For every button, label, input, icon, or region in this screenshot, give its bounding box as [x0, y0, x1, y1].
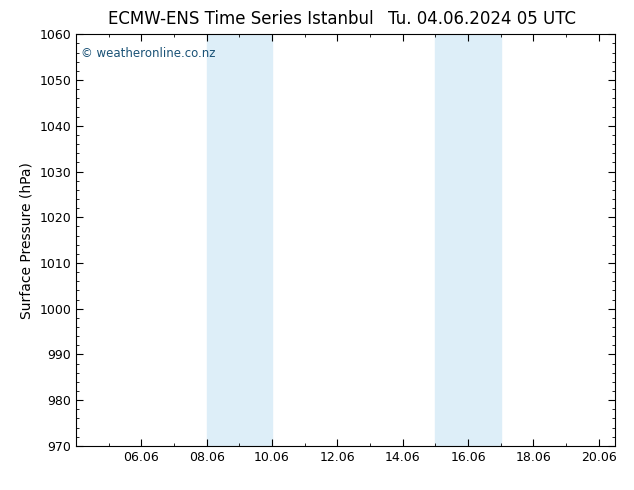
Text: ECMW-ENS Time Series Istanbul: ECMW-ENS Time Series Istanbul: [108, 10, 373, 28]
Y-axis label: Surface Pressure (hPa): Surface Pressure (hPa): [20, 162, 34, 318]
Text: © weatheronline.co.nz: © weatheronline.co.nz: [81, 47, 216, 60]
Bar: [207, 34, 272, 446]
Bar: [436, 34, 501, 446]
Text: Tu. 04.06.2024 05 UTC: Tu. 04.06.2024 05 UTC: [388, 10, 576, 28]
